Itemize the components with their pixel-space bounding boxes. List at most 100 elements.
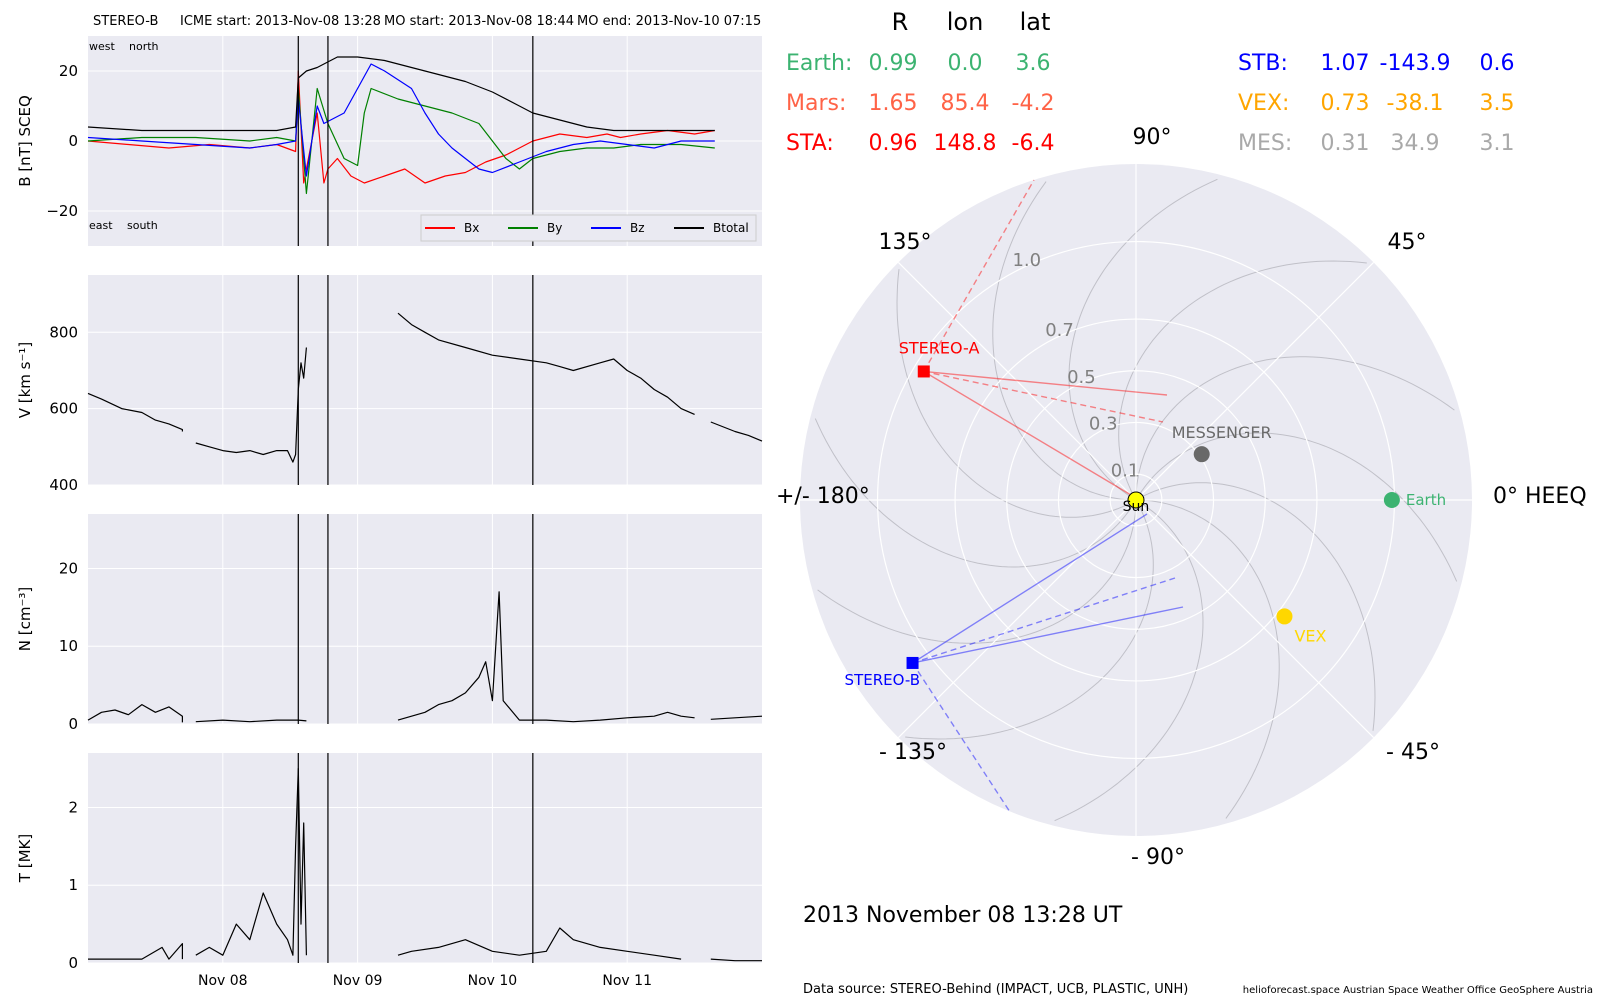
parker-spiral-line [1135, 499, 1280, 819]
table-cell: -38.1 [1387, 91, 1444, 116]
spacecraft-name: STEREO-B [93, 14, 158, 29]
stb-fov-line [912, 606, 1184, 664]
table-cell: 0.31 [1321, 131, 1370, 156]
header-r: R [892, 8, 909, 36]
table-cell: 34.9 [1391, 131, 1440, 156]
sta-label: STEREO-A [899, 338, 980, 357]
table-cell: STA: [786, 131, 834, 156]
table-cell: 0.0 [948, 51, 983, 76]
v-panel-yticks: 800 600 400 [49, 323, 78, 494]
parker-spiral-line [896, 269, 1137, 518]
credits: helioforecast.space Austrian Space Weath… [1243, 985, 1593, 996]
t-panel-yticks: 2 1 0 [68, 798, 78, 972]
table-cell: 0.6 [1480, 51, 1515, 76]
angle-label: 45° [1388, 230, 1427, 255]
xtick-label: Nov 11 [602, 973, 652, 989]
angular-gridline [1135, 261, 1375, 501]
magnetic-field-panel: 20 0 −20 B [nT] SCEQ west north east south… [16, 36, 762, 246]
mes-marker [1193, 446, 1210, 463]
ytick-label: 0 [68, 954, 78, 972]
parker-spiral-line [1054, 499, 1204, 822]
earth-marker [1383, 492, 1400, 508]
v-panel-grid [88, 275, 762, 486]
series-t-line [88, 943, 183, 960]
series-t-line [195, 768, 307, 956]
polar-angle-labels: 90° 45° 0° HEEQ - 45° - 90° - 135° +/- 180° 135… [776, 125, 1587, 870]
b-panel-yticks: 20 0 −20 [46, 62, 78, 220]
xtick-label: Nov 08 [198, 973, 248, 989]
series-n-line [87, 704, 183, 723]
v-panel-bg [88, 275, 762, 485]
spacecraft-field-lines [911, 179, 1184, 813]
xtick-label: Nov 09 [333, 973, 383, 989]
angular-gridline [897, 261, 1137, 501]
parker-spiral-line [1135, 482, 1376, 731]
t-panel-series [88, 768, 762, 962]
table-cell: STB: [1238, 51, 1288, 76]
mo-end: MO end: 2013-Nov-10 07:15 [577, 14, 761, 29]
sta-fov-line [923, 370, 1168, 396]
sta-sun-line [923, 370, 1132, 496]
stb-label: STEREO-B [845, 671, 920, 689]
angle-label: 135° [879, 230, 932, 255]
b-panel-boundaries [297, 36, 534, 246]
series-v-line [87, 392, 183, 432]
series-v-line [710, 421, 763, 442]
sta-spiral-dashed [923, 179, 1035, 372]
table-cell: 3.1 [1480, 131, 1515, 156]
radial-tick-label: 1.0 [1012, 250, 1041, 271]
ytick-label: 0 [68, 132, 78, 150]
radial-tick-label: 0.5 [1067, 367, 1096, 388]
table-cell: 0.99 [869, 51, 918, 76]
angle-label: - 135° [879, 740, 947, 765]
b-legend: Bx By Bz Btotal [420, 214, 757, 242]
angle-label: 90° [1133, 125, 1172, 150]
angle-label: - 90° [1131, 845, 1185, 870]
series-bz-line [87, 63, 715, 177]
sta-marker [917, 365, 930, 378]
v-panel-boundaries [297, 275, 534, 485]
vex-label: VEX [1294, 626, 1326, 645]
table-cell: 85.4 [941, 91, 990, 116]
planet-spacecraft-markers: Earth VEX MESSENGER STEREO-A STEREO-B Sun [845, 338, 1447, 688]
data-source: Data source: STEREO-Behind (IMPACT, UCB,… [803, 982, 1188, 997]
table-cell: 0.96 [869, 131, 918, 156]
table-cell: 3.5 [1480, 91, 1515, 116]
table-cell: -4.2 [1012, 91, 1055, 116]
n-panel-boundaries [297, 514, 534, 724]
angular-gridline [897, 499, 1137, 739]
earth-label: Earth [1406, 491, 1446, 509]
ytick-label: 400 [49, 476, 78, 494]
ytick-label: 800 [49, 323, 78, 341]
series-t-line [710, 958, 762, 962]
angular-gridline [1135, 499, 1375, 739]
temperature-panel: 2 1 0 Nov 08 Nov 09 Nov 10 Nov 11 T [MK] [16, 753, 762, 989]
n-panel-grid [88, 514, 762, 725]
header-lat: lat [1020, 8, 1051, 36]
radial-tick-label: 0.7 [1045, 320, 1074, 341]
velocity-panel: 800 600 400 V [km s⁻¹] [16, 275, 763, 494]
south-label: south [127, 219, 158, 232]
table-cell: 148.8 [934, 131, 997, 156]
north-label: north [129, 40, 159, 53]
series-bx-line [87, 70, 715, 184]
legend-by-label: By [547, 221, 562, 235]
radial-tick-label: 0.3 [1089, 414, 1118, 435]
stb-marker [906, 656, 919, 669]
ytick-label: 10 [59, 637, 78, 655]
series-by-line [87, 87, 715, 195]
parker-spiral-line [1118, 260, 1367, 501]
angle-label: +/- 180° [776, 484, 870, 509]
vex-marker [1276, 608, 1293, 625]
n-ylabel: N [cm⁻³] [16, 587, 34, 651]
parker-spiral-line [817, 499, 1137, 644]
n-panel-yticks: 20 10 0 [59, 559, 78, 733]
ytick-label: 20 [59, 62, 78, 80]
table-cell: -143.9 [1380, 51, 1451, 76]
parker-spiral-line [992, 181, 1137, 501]
table-cell: Earth: [786, 51, 852, 76]
icme-start: ICME start: 2013-Nov-08 13:28 [180, 14, 381, 29]
parker-spiral-line [905, 499, 1154, 740]
table-cell: -6.4 [1012, 131, 1055, 156]
